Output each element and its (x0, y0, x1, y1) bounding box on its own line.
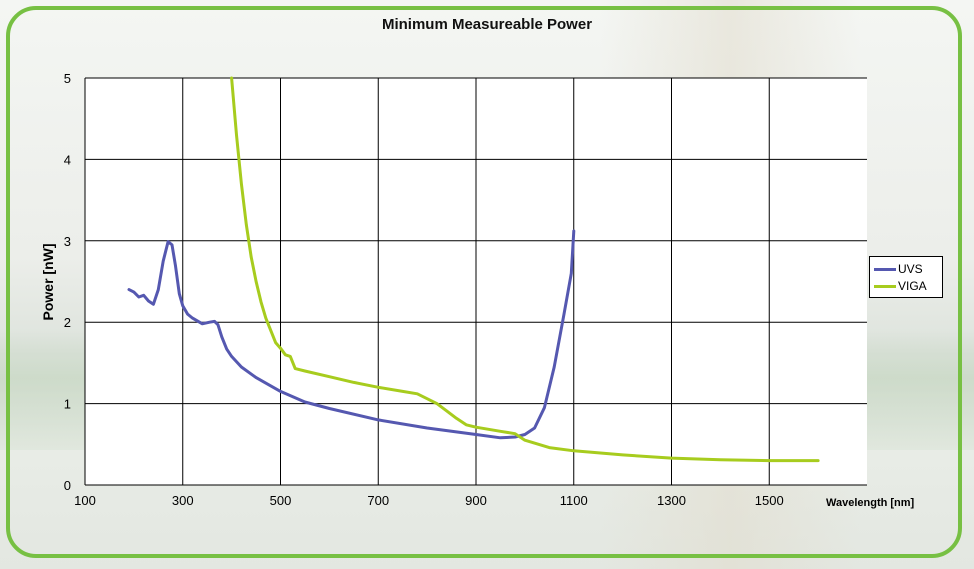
x-tick-label: 300 (172, 493, 194, 508)
legend: UVS VIGA (869, 256, 943, 298)
series-line-viga (230, 76, 820, 463)
legend-label-viga: VIGA (898, 279, 927, 293)
x-tick-label: 700 (367, 493, 389, 508)
legend-label-uvs: UVS (898, 262, 923, 276)
y-tick-label: 2 (64, 315, 71, 330)
legend-swatch-uvs (874, 267, 896, 271)
x-tick-label: 900 (465, 493, 487, 508)
y-axis-title: Power [nW] (40, 243, 56, 321)
y-tick-label: 5 (64, 71, 71, 86)
x-tick-label: 1300 (657, 493, 686, 508)
y-tick-label: 1 (64, 397, 71, 412)
x-tick-label: 1100 (560, 493, 588, 508)
x-tick-label: 1500 (755, 493, 784, 508)
y-tick-label: 4 (64, 152, 71, 167)
legend-item-uvs: UVS (874, 261, 923, 277)
x-tick-label: 100 (74, 493, 96, 508)
series-line-uvs (127, 229, 576, 440)
y-tick-label: 3 (64, 234, 71, 249)
x-axis-title: Wavelength [nm] (826, 497, 915, 509)
legend-swatch-viga (874, 284, 896, 288)
x-tick-label: 500 (270, 493, 292, 508)
legend-item-viga: VIGA (874, 278, 927, 294)
green-rounded-frame (6, 6, 962, 558)
chart-title: Minimum Measureable Power (381, 16, 593, 33)
y-tick-label: 0 (64, 478, 71, 493)
